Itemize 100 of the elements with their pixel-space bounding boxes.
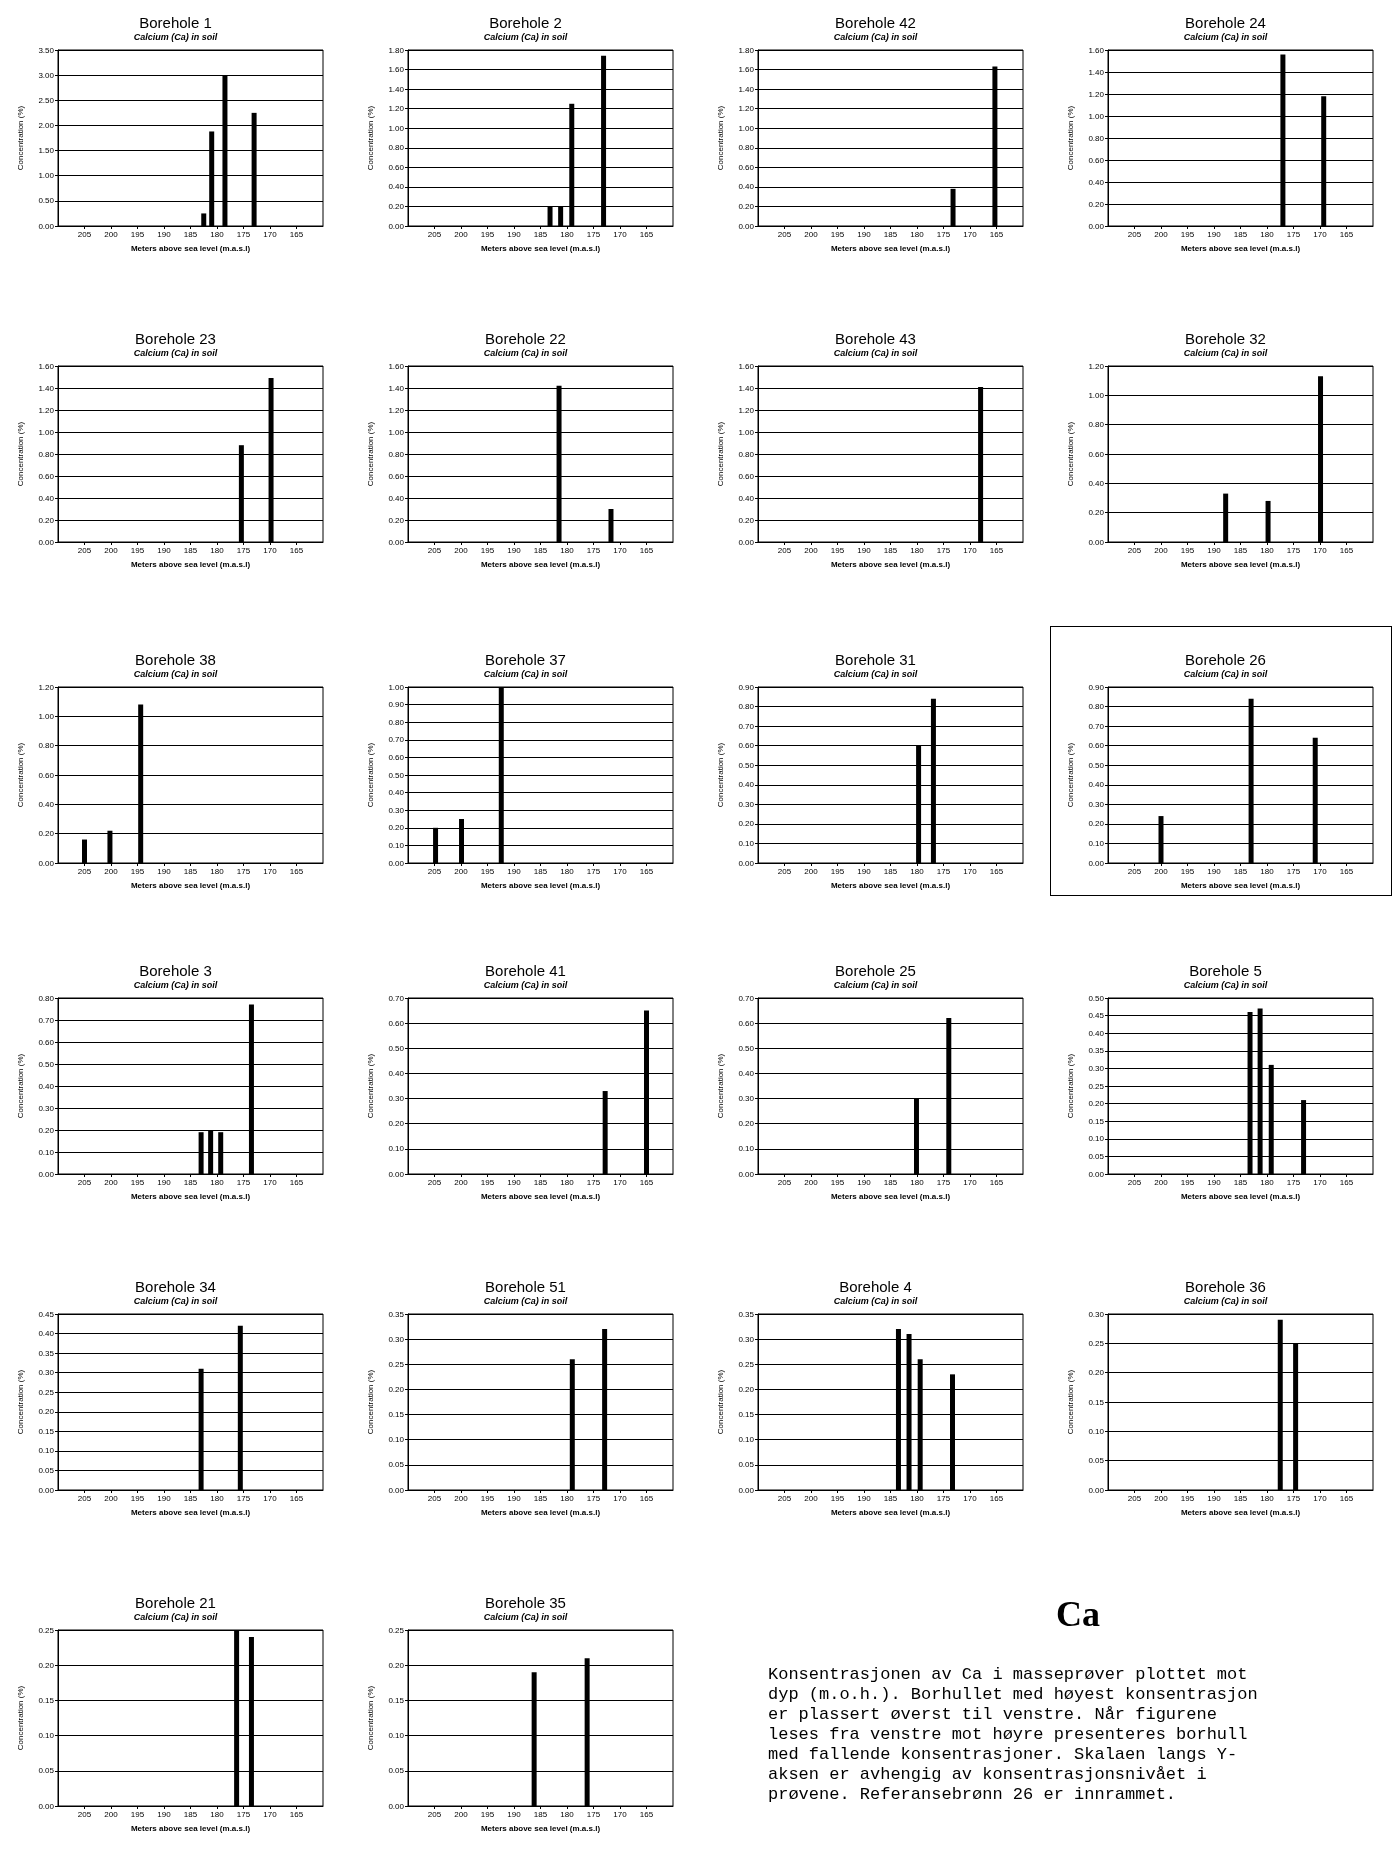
y-axis-title: Concentration (%) <box>1065 105 1075 171</box>
x-tick-label: 180 <box>210 1177 225 1187</box>
chart-title: Borehole 34 <box>135 1278 216 1295</box>
chart-title: Borehole 41 <box>485 962 566 979</box>
y-tick-label: 0.30 <box>388 1094 405 1104</box>
y-tick-label: 0.00 <box>738 1485 755 1495</box>
x-tick-label: 195 <box>130 545 145 555</box>
y-tick-label: 1.00 <box>38 171 55 181</box>
y-tick-label: 1.00 <box>38 427 55 437</box>
x-tick-label: 205 <box>427 866 442 876</box>
y-tick-label: 1.40 <box>738 383 755 393</box>
y-tick-label: 1.40 <box>388 383 405 393</box>
y-tick-label: 1.00 <box>38 711 55 721</box>
y-tick-label: 1.20 <box>38 682 55 692</box>
y-axis-title: Concentration (%) <box>15 1685 25 1751</box>
y-tick-label: 1.60 <box>738 361 755 371</box>
chart-title: Borehole 2 <box>489 14 562 31</box>
y-tick-label: 0.20 <box>738 515 755 525</box>
x-tick-label: 190 <box>157 1809 172 1819</box>
x-tick-label: 170 <box>1313 229 1328 239</box>
chart-title: Borehole 51 <box>485 1278 566 1295</box>
x-tick-label: 205 <box>777 545 792 555</box>
y-tick-label: 0.45 <box>1088 1011 1105 1021</box>
x-tick-label: 175 <box>936 866 951 876</box>
x-tick-label: 165 <box>1339 1177 1354 1187</box>
x-tick-label: 190 <box>857 1177 872 1187</box>
y-tick-label: 1.20 <box>1088 361 1105 371</box>
chart-subtitle: Calcium (Ca) in soil <box>1183 347 1268 358</box>
x-tick-label: 195 <box>480 1809 495 1819</box>
y-tick-label: 0.30 <box>738 1334 755 1344</box>
x-tick-label: 175 <box>236 545 251 555</box>
x-tick-label: 165 <box>1339 545 1354 555</box>
x-tick-label: 180 <box>210 866 225 876</box>
y-tick-label: 0.20 <box>1088 508 1105 518</box>
y-tick-label: 1.40 <box>738 84 755 94</box>
x-tick-label: 170 <box>613 1493 628 1503</box>
y-tick-label: 0.80 <box>388 143 405 153</box>
x-tick-label: 170 <box>613 545 628 555</box>
y-tick-label: 0.60 <box>1088 155 1105 165</box>
x-axis-title: Meters above sea level (m.a.s.l) <box>1180 1191 1301 1201</box>
x-axis-title: Meters above sea level (m.a.s.l) <box>480 1823 601 1833</box>
x-tick-label: 165 <box>289 545 304 555</box>
x-tick-label: 195 <box>480 229 495 239</box>
chart-title: Borehole 35 <box>485 1594 566 1611</box>
chart-subtitle: Calcium (Ca) in soil <box>133 1295 218 1306</box>
x-tick-label: 185 <box>183 1493 198 1503</box>
y-tick-label: 0.60 <box>388 1018 405 1028</box>
y-tick-label: 0.25 <box>388 1625 405 1635</box>
y-axis-title: Concentration (%) <box>1065 1369 1075 1435</box>
x-tick-label: 190 <box>857 229 872 239</box>
y-tick-label: 3.00 <box>38 70 55 80</box>
x-tick-label: 190 <box>507 229 522 239</box>
x-tick-label: 200 <box>104 229 119 239</box>
x-tick-label: 180 <box>560 866 575 876</box>
chart-subtitle: Calcium (Ca) in soil <box>833 347 918 358</box>
x-tick-label: 190 <box>157 866 172 876</box>
x-tick-label: 180 <box>1260 866 1275 876</box>
x-tick-label: 180 <box>560 229 575 239</box>
x-tick-label: 205 <box>777 1493 792 1503</box>
x-tick-label: 190 <box>507 545 522 555</box>
y-tick-label: 1.20 <box>1088 89 1105 99</box>
y-tick-label: 1.80 <box>738 45 755 55</box>
chart-title: Borehole 5 <box>1189 962 1262 979</box>
y-tick-label: 0.05 <box>38 1766 55 1776</box>
x-tick-label: 205 <box>77 1493 92 1503</box>
x-tick-label: 185 <box>883 1493 898 1503</box>
y-tick-label: 0.50 <box>738 1043 755 1053</box>
x-tick-label: 195 <box>1180 866 1195 876</box>
y-axis-title: Concentration (%) <box>715 421 725 487</box>
x-tick-label: 200 <box>454 866 469 876</box>
y-tick-label: 0.00 <box>388 537 405 547</box>
y-tick-label: 0.60 <box>1088 449 1105 459</box>
x-tick-label: 200 <box>104 1809 119 1819</box>
y-tick-label: 0.35 <box>388 1309 405 1319</box>
x-tick-label: 205 <box>427 229 442 239</box>
x-tick-label: 175 <box>1286 229 1301 239</box>
chart-title: Borehole 43 <box>835 330 916 347</box>
y-axis-title: Concentration (%) <box>365 742 375 808</box>
y-tick-label: 0.70 <box>738 721 755 731</box>
x-tick-label: 170 <box>963 866 978 876</box>
x-axis-title: Meters above sea level (m.a.s.l) <box>130 1191 251 1201</box>
y-tick-label: 0.20 <box>1088 1368 1105 1378</box>
x-tick-label: 175 <box>936 545 951 555</box>
chart-subtitle: Calcium (Ca) in soil <box>483 31 568 42</box>
x-tick-label: 175 <box>236 229 251 239</box>
x-tick-label: 185 <box>883 229 898 239</box>
y-tick-label: 0.60 <box>738 162 755 172</box>
y-tick-label: 0.10 <box>38 1446 55 1456</box>
y-tick-label: 0.50 <box>38 196 55 206</box>
x-tick-label: 175 <box>586 229 601 239</box>
x-tick-label: 175 <box>586 1177 601 1187</box>
y-tick-label: 0.00 <box>38 1485 55 1495</box>
x-tick-label: 170 <box>263 1809 278 1819</box>
x-tick-label: 190 <box>857 545 872 555</box>
y-axis-title: Concentration (%) <box>715 742 725 808</box>
y-tick-label: 0.20 <box>388 515 405 525</box>
x-tick-label: 190 <box>1207 229 1222 239</box>
y-axis-title: Concentration (%) <box>15 1053 25 1119</box>
y-tick-label: 0.10 <box>388 1731 405 1741</box>
y-tick-label: 0.00 <box>38 537 55 547</box>
